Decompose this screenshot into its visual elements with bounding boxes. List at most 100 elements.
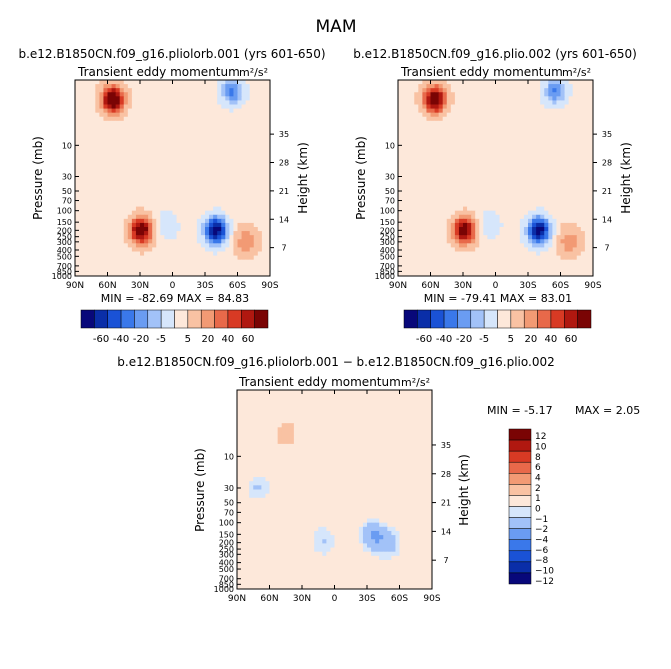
field-cell [454,202,460,207]
field-cell [414,129,419,134]
field-cell [511,178,517,183]
field-cell [152,202,157,207]
field-cell [229,190,234,195]
field-cell [519,210,525,216]
field-cell [467,133,472,138]
field-cell [446,157,452,163]
field-cell [544,92,549,97]
field-cell [103,100,108,105]
field-cell [180,100,186,105]
field-cell [164,141,169,146]
field-cell [406,129,411,134]
colorbar-box [94,309,108,329]
field-cell [111,239,117,244]
field-cell [503,182,509,187]
field-cell [217,235,222,240]
field-cell [196,198,202,203]
field-cell [265,141,270,146]
field-cell [160,218,165,224]
field-cell [180,149,186,154]
field-cell [503,84,509,89]
field-cell [507,227,513,232]
field-cell [172,165,177,171]
field-cell [79,202,84,207]
field-cell [221,145,226,150]
field-cell [410,100,415,105]
field-cell [87,133,92,138]
field-cell [515,259,521,265]
field-cell [184,227,190,232]
field-cell [95,243,100,248]
field-cell [233,255,238,261]
field-cell [196,133,202,138]
field-cell [229,157,234,163]
field-cell [205,80,210,85]
field-cell [172,235,177,240]
field-cell [99,84,104,89]
field-cell [131,222,137,228]
field-cell [568,194,574,199]
field-cell [111,173,117,179]
field-cell [483,112,488,118]
field-cell [532,116,537,122]
field-cell [99,247,104,252]
field-cell [499,198,505,203]
field-cell [91,259,96,265]
field-cell [426,186,431,191]
field-cell [127,157,133,163]
field-cell [556,267,561,273]
field-cell [487,210,492,216]
field-cell [387,398,392,403]
field-cell [438,227,444,232]
field-cell [450,190,456,195]
y-tick-label: 70 [62,197,72,206]
field-cell [261,145,267,150]
field-cell [164,84,169,89]
field-cell [532,206,537,212]
field-cell [471,259,476,265]
field-cell [209,178,214,183]
field-cell [200,210,206,216]
field-cell [99,129,104,134]
field-cell [229,222,234,228]
field-cell [111,182,117,187]
field-cell [487,116,492,122]
field-cell [487,194,492,199]
field-cell [261,210,267,216]
field-cell [200,186,206,191]
field-cell [471,214,476,220]
field-cell [418,255,423,261]
field-cell [87,206,92,212]
field-cell [123,104,129,109]
field-cell [548,247,553,252]
field-cell [580,88,586,93]
field-cell [487,169,492,175]
field-cell [176,202,182,207]
field-cell [152,255,157,261]
field-cell [422,165,427,171]
field-cell [503,239,509,244]
field-cell [148,239,153,244]
field-cell [422,96,427,101]
field-cell [261,133,267,138]
field-cell [503,271,509,276]
x-tick-label: 90S [261,281,278,291]
field-cell [491,108,496,114]
field-cell [483,84,488,89]
field-cell [564,137,570,142]
field-cell [519,231,525,236]
field-cell [148,141,153,146]
field-cell [454,100,460,105]
field-cell [483,271,488,276]
field-cell [536,173,541,179]
field-cell [475,227,480,232]
field-cell [91,231,96,236]
field-cell [180,231,186,236]
field-cell [91,161,96,167]
field-cell [265,263,270,269]
field-cell [576,227,582,232]
field-cell [196,165,202,171]
field-cell [576,214,582,220]
field-cell [560,120,565,126]
field-cell [430,218,435,224]
